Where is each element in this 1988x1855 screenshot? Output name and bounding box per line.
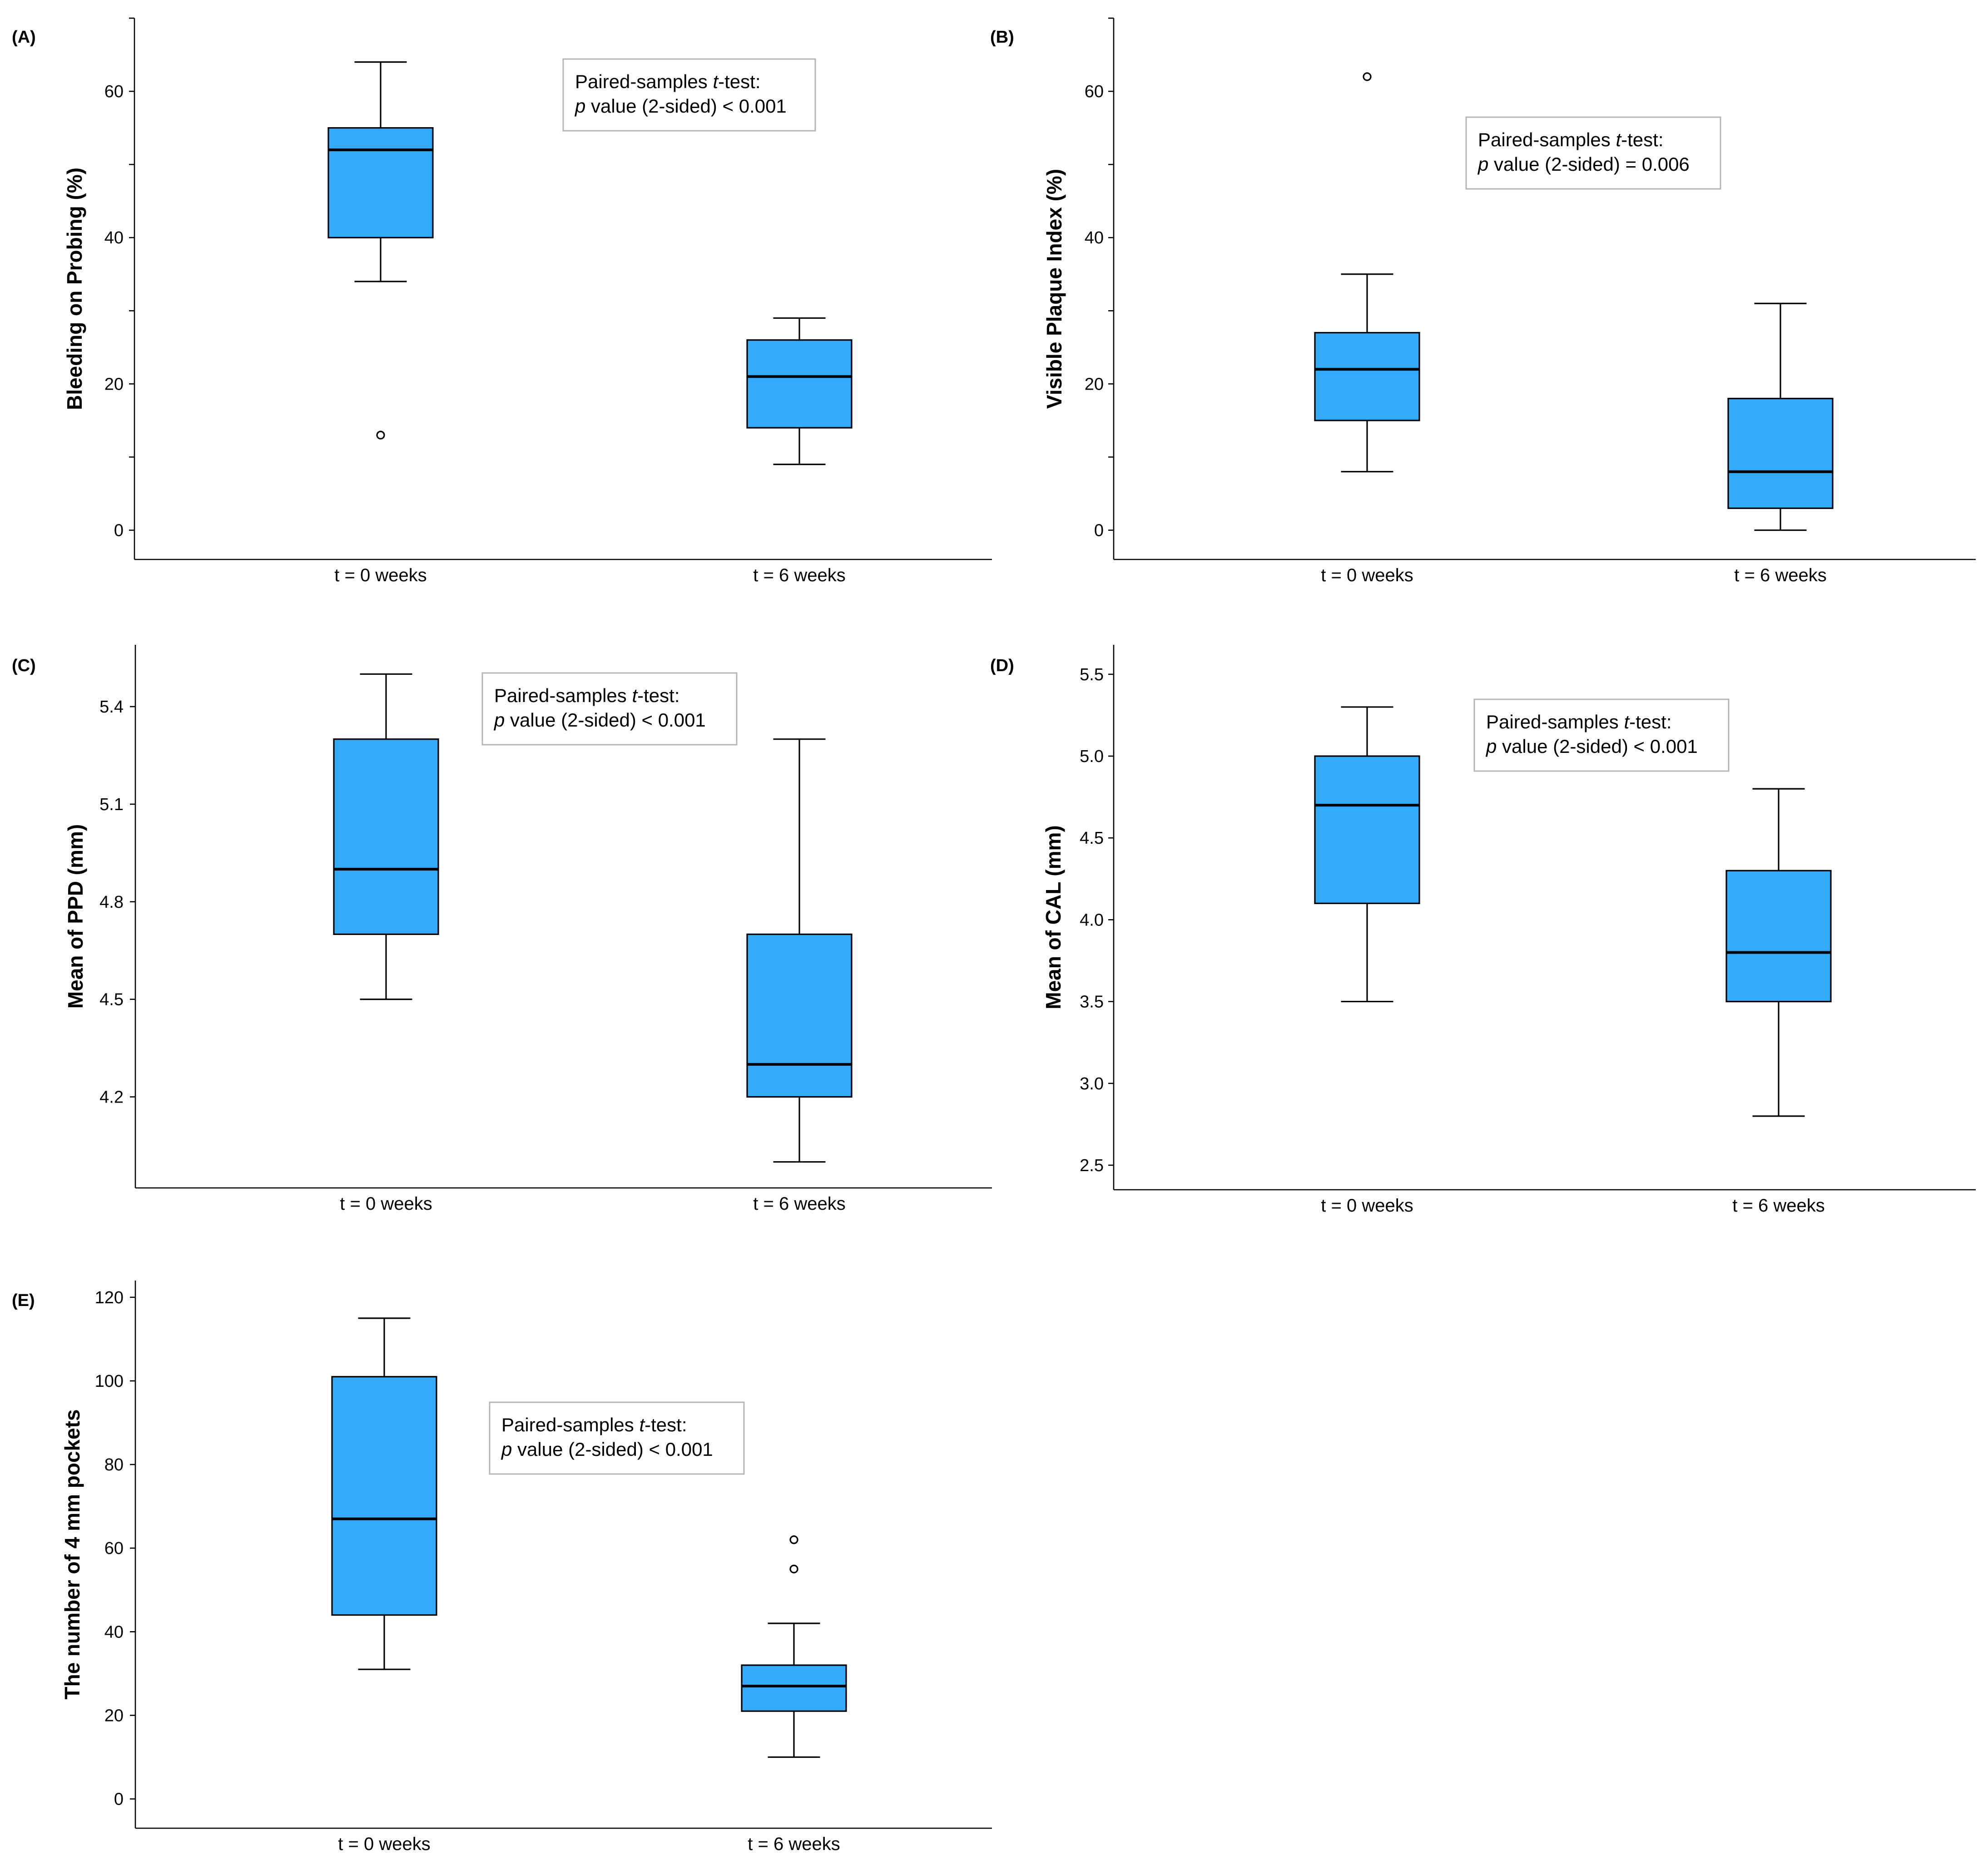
y-tick-label: 4.5	[1080, 829, 1104, 848]
iqr-box	[1727, 398, 1834, 509]
y-tick-label: 2.5	[1080, 1156, 1104, 1175]
x-category-label: t = 0 weeks	[1321, 1196, 1413, 1216]
y-tick-label: 100	[95, 1372, 124, 1391]
annotation-box	[489, 1401, 745, 1475]
y-tick-label: 120	[95, 1288, 124, 1307]
y-axis-label: Mean of CAL (mm)	[1041, 825, 1065, 1009]
y-tick-label: 60	[104, 82, 124, 101]
x-category-label: t = 6 weeks	[1732, 1196, 1824, 1216]
annotation-box	[1473, 698, 1730, 772]
annotation-line-2: p value (2-sided) < 0.001	[493, 709, 706, 731]
annotation-line-1: Paired-samples t-test:	[1478, 129, 1664, 150]
stat-annotation: Paired-samples t-test: p value (2-sided) …	[481, 672, 738, 746]
stat-annotation: Paired-samples t-test: p value (2-sided) …	[1465, 116, 1721, 190]
iqr-box	[333, 738, 439, 935]
outlier-point	[1363, 72, 1372, 81]
y-tick-label: 20	[104, 1706, 124, 1725]
box-week0	[1314, 72, 1420, 473]
box-week6	[746, 317, 853, 465]
y-tick-label: 4.5	[99, 990, 124, 1009]
annotation-line-1: Paired-samples t-test:	[494, 685, 680, 706]
y-tick-label: 5.1	[99, 795, 124, 814]
annotation-line-2: p value (2-sided) < 0.001	[501, 1439, 713, 1460]
annotation-line-1: Paired-samples t-test:	[1486, 711, 1672, 732]
y-tick-label: 5.4	[99, 697, 124, 717]
box-week6	[1727, 302, 1834, 531]
y-tick-label: 5.0	[1080, 747, 1104, 766]
annotation-box	[481, 672, 738, 746]
iqr-box	[746, 933, 853, 1098]
outlier-point	[789, 1535, 798, 1544]
iqr-box	[1314, 755, 1420, 904]
panel-label: (A)	[12, 28, 36, 47]
box-week0	[333, 673, 439, 1000]
annotation-line-1: Paired-samples t-test:	[501, 1414, 687, 1435]
y-tick-label: 0	[114, 521, 124, 540]
x-category-label: t = 0 weeks	[334, 565, 426, 585]
y-tick-label: 4.0	[1080, 910, 1104, 930]
x-category-label: t = 6 weeks	[753, 1194, 845, 1214]
annotation-line-1: Paired-samples t-test:	[575, 71, 761, 92]
x-category-label: t = 6 weeks	[748, 1834, 840, 1854]
annotation-line-2: p value (2-sided) < 0.001	[1485, 736, 1698, 757]
panel-d: (D) 2.5 3.0 3.5 4.0 4.5 5.0 5.5 Mean of CAL (mm)…	[990, 645, 1976, 1216]
y-tick-label: 40	[104, 1623, 124, 1642]
y-tick-label: 60	[104, 1539, 124, 1558]
iqr-box	[746, 339, 853, 429]
y-tick-label: 40	[1085, 228, 1104, 247]
annotation-line-2: p value (2-sided) < 0.001	[574, 95, 787, 117]
y-axis-label: The number of 4 mm pockets	[60, 1409, 84, 1699]
panel-a: (A) 0 20 40 60 Bleeding on Probing (%) t = 0 w…	[12, 17, 992, 585]
y-tick-label: 4.8	[99, 893, 124, 912]
box-week0	[1314, 706, 1420, 1003]
box-week6	[746, 738, 853, 1163]
y-tick-label: 80	[104, 1455, 124, 1474]
y-tick-label: 3.5	[1080, 993, 1104, 1012]
panel-label: (C)	[12, 656, 36, 675]
annotation-box	[562, 58, 816, 132]
panel-c: (C) 4.2 4.5 4.8 5.1 5.4 Mean of PPD (mm) t = 0 …	[12, 645, 992, 1214]
iqr-box	[1725, 870, 1832, 1003]
iqr-box	[741, 1664, 847, 1712]
y-tick-label: 20	[104, 375, 124, 394]
outlier-point	[789, 1564, 798, 1573]
y-tick-label: 40	[104, 228, 124, 247]
y-tick-label: 4.2	[99, 1088, 124, 1107]
iqr-box	[327, 127, 434, 238]
y-tick-label: 0	[1094, 521, 1104, 540]
x-category-label: t = 6 weeks	[1734, 565, 1826, 585]
y-axis-label: Visible Plaque Index (%)	[1042, 169, 1066, 409]
panel-label: (D)	[990, 656, 1014, 675]
box-week0	[327, 61, 434, 440]
stat-annotation: Paired-samples t-test: p value (2-sided) …	[489, 1401, 745, 1475]
y-tick-label: 5.5	[1080, 665, 1104, 684]
iqr-box	[331, 1376, 437, 1616]
stat-annotation: Paired-samples t-test: p value (2-sided) …	[562, 58, 816, 132]
box-week6	[741, 1535, 847, 1758]
x-category-label: t = 0 weeks	[1321, 565, 1413, 585]
y-tick-label: 60	[1085, 82, 1104, 101]
annotation-line-2: p value (2-sided) = 0.006	[1477, 153, 1690, 175]
annotation-box	[1465, 116, 1721, 190]
iqr-box	[1314, 332, 1420, 421]
y-tick-label: 3.0	[1080, 1074, 1104, 1093]
panel-label: (E)	[12, 1291, 35, 1310]
stat-annotation: Paired-samples t-test: p value (2-sided) …	[1473, 698, 1730, 772]
x-category-label: t = 6 weeks	[753, 565, 845, 585]
y-axis-label: Bleeding on Probing (%)	[63, 168, 86, 410]
y-tick-label: 0	[114, 1790, 124, 1809]
x-category-label: t = 0 weeks	[340, 1194, 432, 1214]
box-week6	[1725, 788, 1832, 1117]
box-week0	[331, 1317, 437, 1670]
panel-e: (E) 0 20 40 60 80 100 120 The number of 4 mm poc…	[12, 1281, 992, 1854]
x-category-label: t = 0 weeks	[338, 1834, 430, 1854]
y-tick-label: 20	[1085, 375, 1104, 394]
outlier-point	[376, 430, 385, 440]
panel-label: (B)	[990, 28, 1014, 47]
panel-b: (B) 0 20 40 60 Visible Plaque Index (%) t = 0 …	[990, 17, 1976, 585]
y-axis-label: Mean of PPD (mm)	[64, 824, 87, 1009]
